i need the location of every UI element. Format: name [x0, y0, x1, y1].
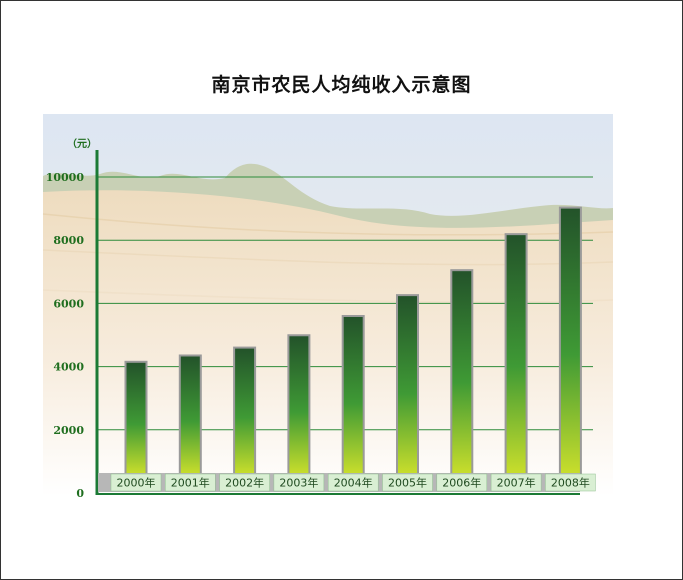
y-tick-label: 6000 [53, 297, 84, 310]
x-category-label: 2005年 [388, 476, 427, 490]
bar [560, 208, 580, 474]
bar [398, 296, 417, 474]
bars [124, 206, 582, 474]
y-axis [95, 150, 580, 495]
y-tick-label: 4000 [53, 361, 84, 374]
bar [235, 348, 255, 474]
category-box [110, 473, 162, 492]
y-axis-unit-label: （元） [67, 137, 97, 150]
bar [289, 336, 309, 474]
chart-title: 南京市农民人均纯收入示意图 [211, 74, 472, 96]
x-category-label: 2008年 [551, 476, 590, 490]
x-category-label: 2000年 [117, 476, 156, 490]
bar [180, 356, 200, 474]
bar [452, 271, 472, 474]
x-category-label: 2007年 [497, 476, 536, 490]
category-box [545, 473, 596, 492]
category-labels: 2000年 2001年 2002年 2003年 2004年 2005年 2006年 2007年… [98, 473, 596, 492]
x-category-label: 2003年 [279, 476, 318, 490]
category-box [219, 473, 270, 492]
category-box [327, 473, 379, 492]
category-box [490, 473, 542, 492]
category-box [382, 473, 433, 492]
x-category-label: 2004年 [334, 476, 373, 490]
y-tick-label: 2000 [53, 424, 84, 437]
x-category-label: 2002年 [225, 476, 264, 490]
category-box [273, 473, 325, 492]
bar [343, 316, 363, 474]
category-box [165, 473, 216, 492]
y-tick-label: 10000 [46, 171, 85, 184]
x-category-label: 2001年 [171, 476, 210, 490]
y-tick-label: 0 [76, 487, 84, 500]
y-tick-label: 8000 [53, 234, 84, 247]
bar [126, 362, 146, 474]
bar [506, 235, 526, 474]
category-box [436, 473, 488, 492]
y-tick-labels: 0 2000 4000 6000 8000 10000 [46, 171, 85, 500]
x-category-label: 2006年 [442, 476, 481, 490]
